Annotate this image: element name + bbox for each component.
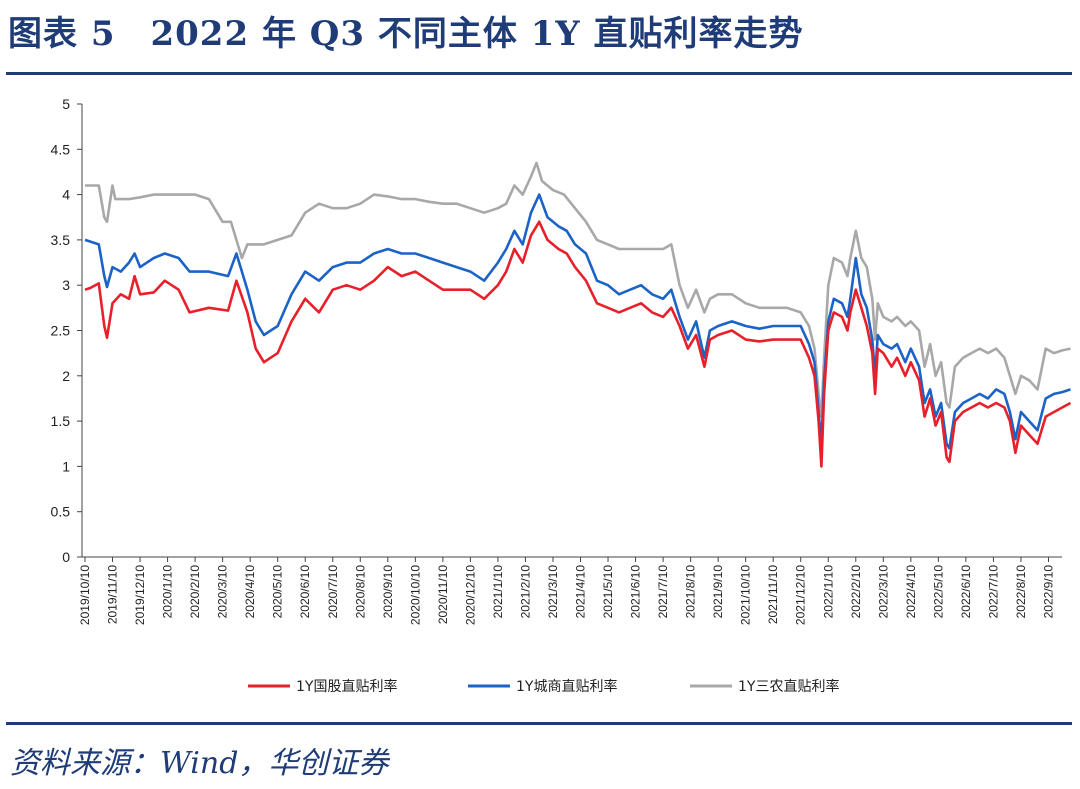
y-tick-label: 4.5 xyxy=(51,141,71,157)
y-tick-label: 3.5 xyxy=(51,232,71,248)
x-tick-label: 2020/10/10 xyxy=(408,565,422,625)
y-tick-label: 0 xyxy=(62,549,70,565)
x-tick-label: 2020/8/10 xyxy=(353,565,367,619)
source-note: 资料来源：Wind，华创证券 xyxy=(10,746,389,781)
legend-label: 1Y三农直贴利率 xyxy=(738,678,839,695)
x-tick-label: 2020/1/10 xyxy=(161,565,175,619)
x-tick-label: 2020/4/10 xyxy=(243,565,257,619)
x-tick-label: 2022/2/10 xyxy=(849,565,863,619)
x-tick-label: 2019/12/10 xyxy=(133,565,147,625)
x-tick-label: 2022/7/10 xyxy=(986,565,1000,619)
x-tick-label: 2020/2/10 xyxy=(188,565,202,619)
x-tick-label: 2022/3/10 xyxy=(876,565,890,619)
y-tick-label: 4 xyxy=(62,187,70,203)
series-line xyxy=(84,220,1072,468)
x-tick-label: 2020/5/10 xyxy=(271,565,285,619)
x-tick-label: 2021/11/10 xyxy=(766,565,780,624)
x-tick-label: 2021/9/10 xyxy=(711,565,725,619)
x-tick-label: 2020/9/10 xyxy=(381,565,395,619)
x-tick-label: 2021/10/10 xyxy=(739,565,753,625)
x-tick-label: 2021/2/10 xyxy=(518,565,532,619)
x-tick-label: 2020/3/10 xyxy=(216,565,230,619)
x-tick-label: 2021/6/10 xyxy=(629,565,643,619)
x-tick-label: 2020/12/10 xyxy=(463,565,477,625)
y-tick-label: 1 xyxy=(62,458,70,474)
x-tick-label: 2022/5/10 xyxy=(931,565,945,619)
y-tick-label: 2 xyxy=(62,368,70,384)
x-tick-label: 2022/6/10 xyxy=(959,565,973,619)
series-line xyxy=(85,161,1071,418)
y-axis: 0 0.5 1 1.5 2 2.5 3 3.5 4 4.5 5 xyxy=(51,96,83,565)
x-tick-label: 2021/4/10 xyxy=(574,565,588,619)
x-tick-label: 2021/5/10 xyxy=(601,565,615,619)
y-tick-label: 1.5 xyxy=(51,413,71,429)
figure-title: 图表 5 2022 年 Q3 不同主体 1Y 直贴利率走势 xyxy=(8,14,804,54)
y-tick-label: 3 xyxy=(62,277,70,293)
y-tick-label: 5 xyxy=(62,96,70,112)
y-tick-label: 0.5 xyxy=(51,504,71,520)
line-chart: 0 0.5 1 1.5 2 2.5 3 3.5 4 4.5 5 2019/10/10 2019/11/… xyxy=(51,96,1072,695)
x-tick-label: 2019/11/10 xyxy=(106,565,120,624)
legend-label: 1Y国股直贴利率 xyxy=(296,678,397,695)
x-tick-label: 2021/1/10 xyxy=(491,565,505,619)
x-tick-label: 2021/3/10 xyxy=(546,565,560,619)
legend: 1Y国股直贴利率 1Y城商直贴利率 1Y三农直贴利率 xyxy=(248,678,839,695)
title-rule xyxy=(6,72,1072,75)
x-tick-label: 2022/1/10 xyxy=(821,565,835,619)
x-tick-label: 2022/4/10 xyxy=(904,565,918,619)
x-tick-label: 2020/11/10 xyxy=(436,565,450,624)
legend-label: 1Y城商直贴利率 xyxy=(516,678,617,695)
x-tick-label: 2021/7/10 xyxy=(656,565,670,619)
x-tick-label: 2020/6/10 xyxy=(298,565,312,619)
x-tick-label: 2020/7/10 xyxy=(326,565,340,619)
x-tick-label: 2022/8/10 xyxy=(1014,565,1028,619)
x-tick-label: 2022/9/10 xyxy=(1041,565,1055,619)
series-lines xyxy=(84,161,1072,468)
x-axis: 2019/10/10 2019/11/10 2019/12/10 2020/1/10 2… xyxy=(78,556,1062,625)
x-tick-label: 2021/12/10 xyxy=(794,565,808,625)
x-tick-label: 2021/8/10 xyxy=(684,565,698,619)
x-tick-label: 2019/10/10 xyxy=(78,565,92,625)
footer-rule xyxy=(6,722,1072,725)
y-tick-label: 2.5 xyxy=(51,323,71,339)
series-line xyxy=(84,193,1071,450)
